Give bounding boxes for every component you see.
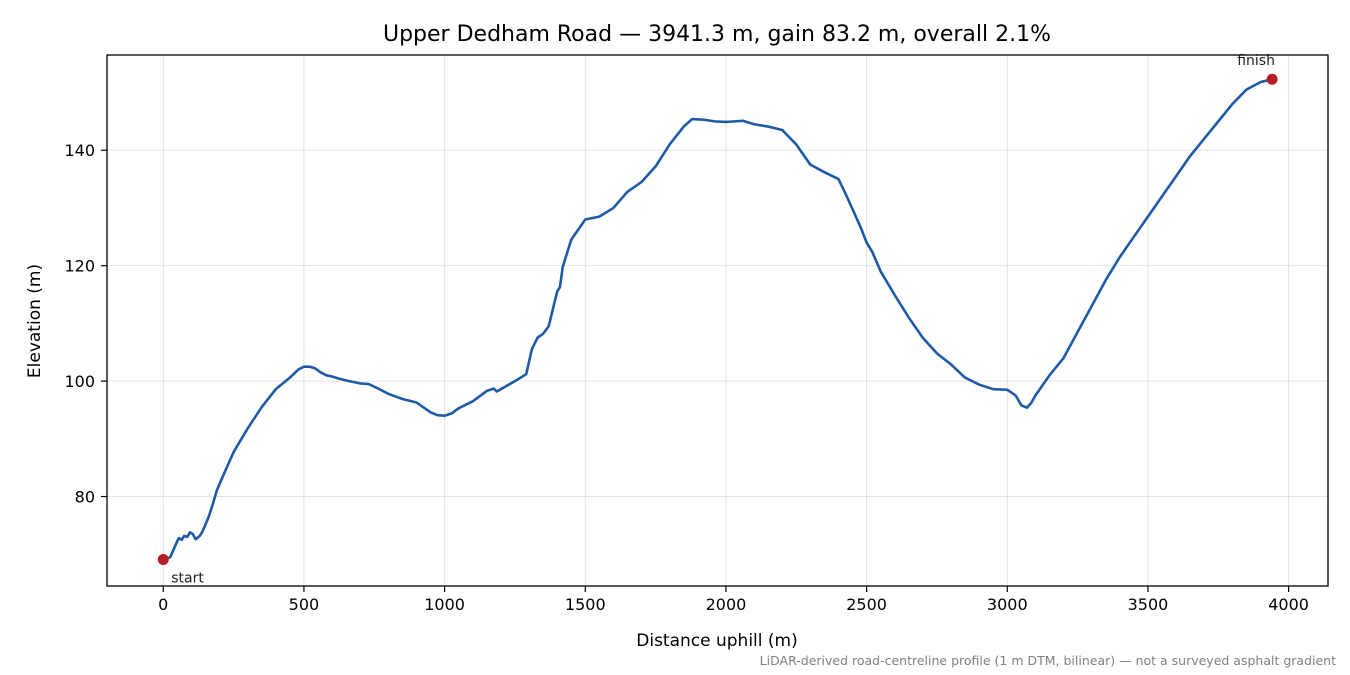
x-tick-label: 1500 (565, 595, 606, 614)
x-tick-label: 4000 (1268, 595, 1309, 614)
x-tick-label: 1000 (424, 595, 465, 614)
grid-lines (107, 55, 1328, 586)
y-tick-label: 140 (64, 141, 95, 160)
y-tick-label: 100 (64, 372, 95, 391)
x-tick-label: 3000 (987, 595, 1028, 614)
x-axis: 0 500 1000 1500 2000 2500 3000 3500 4000 (158, 586, 1309, 614)
y-axis: 80 100 120 140 (64, 141, 107, 507)
annotation-finish: finish (1237, 53, 1275, 69)
x-tick-label: 3500 (1128, 595, 1169, 614)
x-axis-label: Distance uphill (m) (636, 631, 797, 651)
footnote: LiDAR-derived road-centreline profile (1… (760, 653, 1336, 668)
y-axis-label: Elevation (m) (25, 264, 45, 378)
x-tick-label: 500 (289, 595, 320, 614)
marker-group: start finish (157, 53, 1278, 586)
chart-title: Upper Dedham Road — 3941.3 m, gain 83.2 … (383, 22, 1051, 47)
marker-finish (1266, 73, 1278, 85)
x-tick-label: 2000 (706, 595, 747, 614)
annotation-start: start (171, 570, 204, 586)
y-tick-label: 120 (64, 257, 95, 276)
x-tick-label: 0 (158, 595, 168, 614)
x-tick-label: 2500 (846, 595, 887, 614)
plot-frame (106, 54, 1329, 587)
marker-start (157, 553, 169, 565)
elevation-line (161, 77, 1274, 561)
y-tick-label: 80 (75, 488, 95, 507)
